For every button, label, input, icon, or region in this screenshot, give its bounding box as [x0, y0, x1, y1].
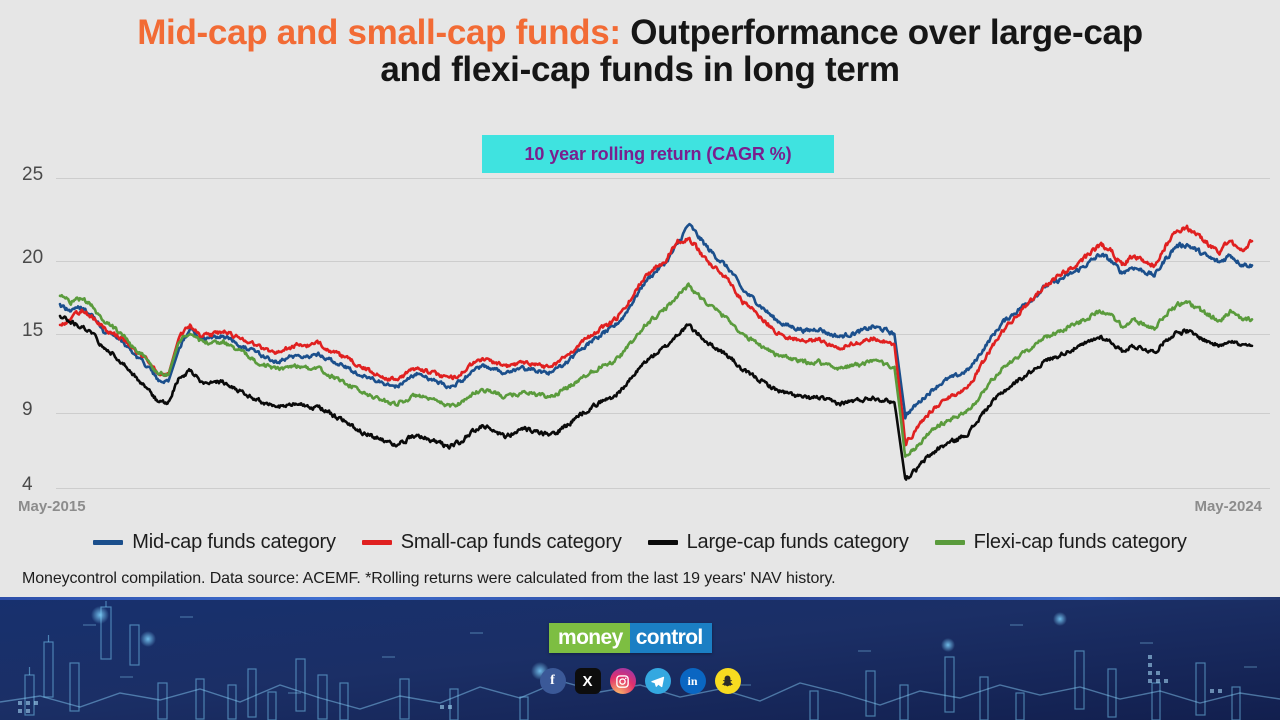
chart-subtitle-badge: 10 year rolling return (CAGR %): [482, 135, 834, 173]
legend-label: Large-cap funds category: [686, 530, 909, 553]
legend-swatch-icon: [361, 539, 392, 545]
title-line-2: and flexi-cap funds in long term: [380, 50, 900, 90]
moneycontrol-logo[interactable]: money control: [549, 623, 712, 653]
x-axis: May-2015 May-2024: [0, 498, 1280, 520]
legend-swatch-icon: [93, 539, 124, 545]
footer-decoration-graphic: [0, 597, 1280, 720]
legend-item-mid-cap-funds-category[interactable]: Mid-cap funds category: [93, 530, 336, 554]
facebook-icon[interactable]: f: [539, 668, 566, 694]
brand-footer: [0, 597, 1280, 720]
logo-control-text: control: [629, 623, 712, 653]
series-line-large-cap-funds-category: [58, 314, 1254, 481]
series-line-flexi-cap-funds-category: [58, 282, 1254, 458]
gridline-15: [56, 334, 1270, 335]
telegram-icon[interactable]: [644, 668, 671, 694]
chart-plot-area: 25 20 15 9 4: [0, 130, 1280, 510]
gridline-25: [56, 178, 1270, 179]
x-twitter-icon[interactable]: X: [574, 668, 601, 694]
title-rest-text: Outperformance over large-cap: [620, 13, 1143, 52]
series-line-small-cap-funds-category: [58, 224, 1254, 447]
gridline-4: [56, 488, 1270, 489]
legend-swatch-icon: [647, 539, 678, 545]
source-note: Moneycontrol compilation. Data source: A…: [22, 570, 836, 587]
title-accent-text: Mid-cap and small-cap funds:: [137, 13, 621, 52]
chart-legend: Mid-cap funds category Small-cap funds ca…: [0, 525, 1280, 559]
chart-subtitle-label: 10 year rolling return (CAGR %): [524, 143, 792, 164]
y-axis-label-15: 15: [22, 320, 44, 341]
snapchat-icon[interactable]: [714, 668, 741, 694]
y-axis-label-9: 9: [22, 399, 33, 420]
legend-label: Small-cap funds category: [400, 530, 622, 553]
gridline-9: [56, 413, 1270, 414]
legend-item-flexi-cap-funds-category[interactable]: Flexi-cap funds category: [934, 530, 1187, 554]
legend-label: Flexi-cap funds category: [973, 530, 1187, 553]
instagram-icon[interactable]: [609, 668, 636, 694]
y-axis-label-4: 4: [22, 474, 33, 495]
series-line-mid-cap-funds-category: [58, 222, 1254, 420]
legend-label: Mid-cap funds category: [132, 530, 336, 553]
x-axis-start-label: May-2015: [18, 498, 86, 515]
linkedin-icon[interactable]: in: [679, 668, 706, 694]
legend-item-large-cap-funds-category[interactable]: Large-cap funds category: [647, 530, 909, 554]
logo-money-text: money: [549, 623, 630, 653]
title-line-1: Mid-cap and small-cap funds: Outperforma…: [14, 14, 1266, 51]
x-axis-end-label: May-2024: [1194, 498, 1262, 515]
footer-top-divider: [0, 597, 1280, 600]
series-lines: [58, 222, 1254, 481]
legend-item-small-cap-funds-category[interactable]: Small-cap funds category: [361, 530, 622, 554]
chart-container: 10 year rolling return (CAGR %) 25 20 15 9 4: [0, 130, 1280, 510]
y-axis-label-20: 20: [22, 247, 44, 268]
y-axis-label-25: 25: [22, 164, 44, 185]
legend-swatch-icon: [934, 539, 965, 545]
page-title: Mid-cap and small-cap funds: Outperforma…: [0, 14, 1280, 89]
